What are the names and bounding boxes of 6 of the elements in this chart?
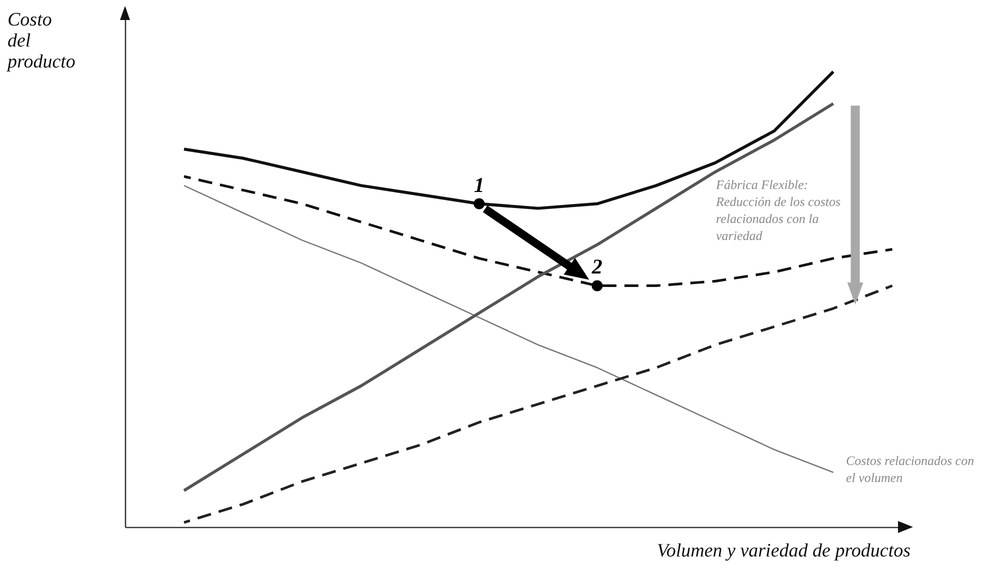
x-axis-title: Volumen y variedad de productos: [656, 540, 910, 562]
annotation: Costos relacionados con el volumen: [846, 452, 976, 486]
y-axis-title: Costo del producto: [6, 10, 76, 72]
annotation: 2: [590, 254, 603, 279]
annotation: 1: [474, 172, 484, 197]
annotation: Fábrica Flexible: Reducción de los costos relacionados con la variedad: [716, 176, 842, 244]
